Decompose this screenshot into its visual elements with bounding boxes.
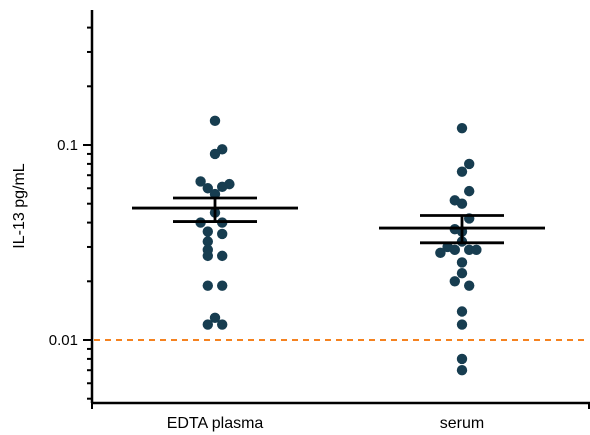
y-tick-label: 0.01	[49, 332, 78, 349]
data-point	[202, 226, 213, 237]
data-point	[217, 181, 228, 193]
data-point	[202, 280, 213, 291]
data-point	[202, 250, 213, 262]
data-point	[449, 244, 460, 256]
data-point	[202, 183, 213, 194]
data-point	[217, 250, 228, 262]
data-point	[217, 280, 228, 291]
y-axis-ticks: 0.1 0.01	[49, 26, 92, 400]
data-point	[456, 268, 468, 279]
data-point	[456, 166, 468, 177]
data-point	[209, 148, 221, 160]
data-point	[449, 276, 460, 287]
y-tick-label: 0.1	[57, 137, 78, 154]
axes	[90, 10, 590, 409]
data-point	[464, 185, 475, 197]
data-point	[456, 319, 468, 330]
data-point	[464, 158, 475, 170]
mean-sem-bars	[132, 196, 545, 245]
data-point	[456, 353, 468, 365]
data-point	[456, 122, 468, 134]
data-point	[209, 115, 221, 127]
data-point	[217, 228, 228, 240]
data-point	[456, 306, 468, 317]
data-point	[202, 236, 213, 247]
data-point	[456, 365, 468, 376]
data-points	[195, 115, 482, 376]
y-axis-label: IL-13 pg/mL	[11, 163, 28, 248]
data-point	[435, 247, 446, 259]
data-point	[195, 176, 206, 187]
x-axis-tick-labels: EDTA plasma serum	[167, 415, 485, 432]
data-point	[456, 257, 468, 268]
data-point	[471, 244, 482, 256]
data-point	[464, 244, 475, 256]
data-point	[202, 319, 213, 330]
data-point	[209, 312, 221, 323]
data-point	[217, 319, 228, 330]
x-tick-label: EDTA plasma	[167, 415, 264, 432]
data-point	[464, 280, 475, 291]
x-tick-label: serum	[440, 415, 484, 432]
data-point	[456, 198, 468, 209]
